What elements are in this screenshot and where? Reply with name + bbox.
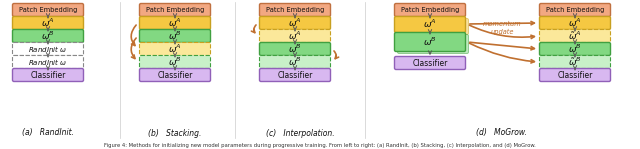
FancyBboxPatch shape [13,42,83,55]
FancyBboxPatch shape [540,42,611,55]
FancyBboxPatch shape [13,55,83,69]
Text: $\omega^A$: $\omega^A$ [41,17,55,29]
Text: $\omega^B$: $\omega^B$ [288,56,302,68]
FancyBboxPatch shape [540,30,611,42]
Text: $\omega^B$: $\omega^B$ [41,30,55,42]
FancyBboxPatch shape [13,17,83,30]
Text: $\omega^B$: $\omega^B$ [288,43,302,55]
Text: $\tilde{\omega}^A$: $\tilde{\omega}^A$ [568,30,582,42]
FancyBboxPatch shape [540,3,611,17]
FancyBboxPatch shape [140,42,211,55]
Text: $\omega^A$: $\omega^A$ [168,43,182,55]
FancyBboxPatch shape [394,56,465,69]
FancyBboxPatch shape [540,17,611,30]
FancyBboxPatch shape [13,3,83,17]
FancyBboxPatch shape [140,17,211,30]
Text: Patch Embedding: Patch Embedding [546,7,604,13]
Text: $\omega^A$: $\omega^A$ [423,18,437,30]
Text: $\omega^A$: $\omega^A$ [168,17,182,29]
Text: (d)   MoGrow.: (d) MoGrow. [477,128,527,138]
Text: Patch Embedding: Patch Embedding [266,7,324,13]
FancyBboxPatch shape [259,55,330,69]
Text: $\omega^B$: $\omega^B$ [168,30,182,42]
FancyBboxPatch shape [13,69,83,82]
Text: (c)   Interpolation.: (c) Interpolation. [266,128,334,138]
Text: $\tilde{\omega}^B$: $\tilde{\omega}^B$ [568,56,582,68]
Text: $\omega^A$: $\omega^A$ [288,17,302,29]
FancyBboxPatch shape [140,30,211,42]
Text: Patch Embedding: Patch Embedding [146,7,204,13]
Text: Classifier: Classifier [557,70,593,80]
Text: momentum
update: momentum update [483,21,522,35]
FancyBboxPatch shape [394,32,465,52]
FancyBboxPatch shape [397,18,468,35]
Text: (a)   RandInit.: (a) RandInit. [22,128,74,138]
FancyBboxPatch shape [140,55,211,69]
FancyBboxPatch shape [259,69,330,82]
FancyBboxPatch shape [394,17,465,32]
Text: Patch Embedding: Patch Embedding [401,7,459,13]
Text: (b)   Stacking.: (b) Stacking. [148,128,202,138]
Text: Classifier: Classifier [30,70,66,80]
Text: Classifier: Classifier [157,70,193,80]
Text: Classifier: Classifier [412,59,448,67]
FancyBboxPatch shape [140,69,211,82]
FancyBboxPatch shape [259,17,330,30]
FancyBboxPatch shape [259,3,330,17]
Text: Classifier: Classifier [277,70,313,80]
Text: $\omega^B$: $\omega^B$ [168,56,182,68]
Text: $\mathit{RandInit}\ \omega$: $\mathit{RandInit}\ \omega$ [28,44,68,54]
Text: $\omega^A$: $\omega^A$ [288,30,302,42]
Text: $\omega^B$: $\omega^B$ [423,36,437,48]
Text: Figure 4: Methods for initializing new model parameters during progressive train: Figure 4: Methods for initializing new m… [104,143,536,149]
FancyBboxPatch shape [540,69,611,82]
Text: $\omega^B$: $\omega^B$ [568,43,582,55]
Text: $\omega^A$: $\omega^A$ [568,17,582,29]
FancyBboxPatch shape [140,3,211,17]
FancyBboxPatch shape [259,42,330,55]
Text: Patch Embedding: Patch Embedding [19,7,77,13]
FancyBboxPatch shape [397,35,468,53]
Text: $\mathit{RandInit}\ \omega$: $\mathit{RandInit}\ \omega$ [28,57,68,67]
FancyBboxPatch shape [13,30,83,42]
FancyBboxPatch shape [394,3,465,17]
FancyBboxPatch shape [540,55,611,69]
FancyBboxPatch shape [259,30,330,42]
